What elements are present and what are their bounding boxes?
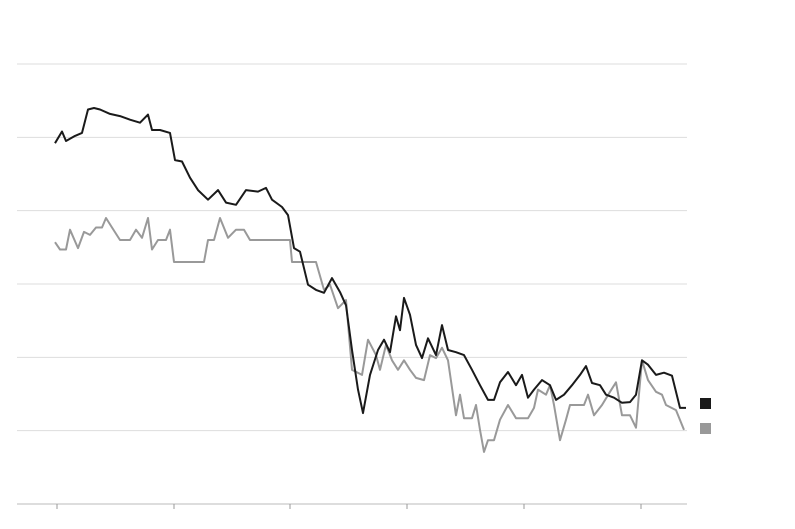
series-line — [54, 107, 686, 415]
series-line — [54, 217, 685, 453]
legend-swatch — [700, 398, 711, 409]
legend-swatch — [700, 423, 711, 434]
